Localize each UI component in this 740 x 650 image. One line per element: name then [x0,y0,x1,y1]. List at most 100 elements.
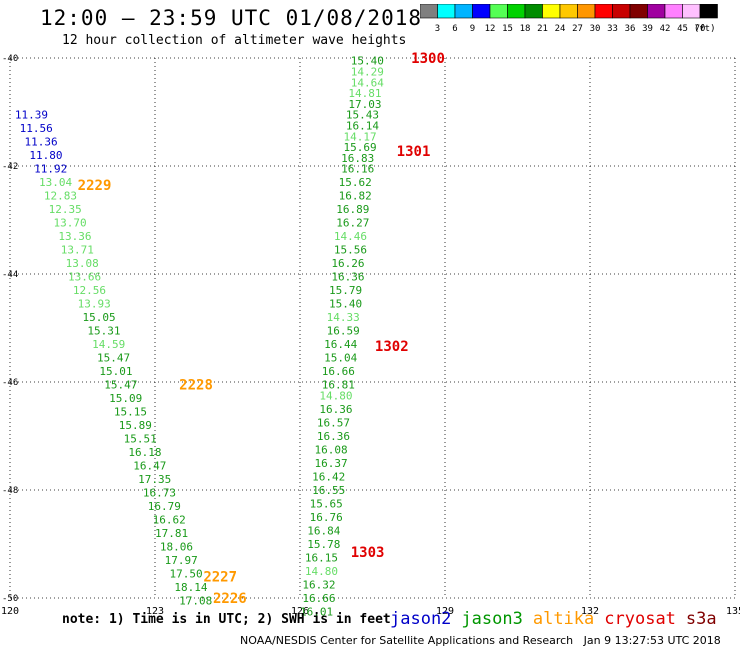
wave-height-value: 16.36 [319,403,352,416]
wave-height-value: 16.76 [310,511,343,524]
lat-tick-label: -50 [2,594,18,604]
wave-height-value: 13.04 [39,176,72,189]
wave-height-value: 13.66 [68,271,101,284]
wave-height-value: 11.80 [29,149,62,162]
pass-time-label: 2227 [203,569,237,585]
wave-height-value: 16.84 [307,525,340,538]
colorbar-label: 24 [555,24,566,34]
wave-height-value: 16.15 [305,552,338,565]
lat-tick-label: -42 [2,162,18,172]
wave-height-value: 16.01 [300,606,333,619]
wave-height-value: 16.66 [302,592,335,605]
wave-height-value: 16.66 [322,365,355,378]
lon-tick-label: 123 [146,606,164,617]
wave-height-value: 14.33 [327,311,360,324]
wave-height-value: 15.31 [87,325,120,338]
wave-height-value: 15.79 [329,284,362,297]
wave-height-value: 16.81 [322,379,355,392]
wave-height-value: 16.36 [331,271,364,284]
wave-height-value: 18.06 [160,541,193,554]
wave-height-value: 16.59 [327,325,360,338]
lat-tick-label: -46 [2,378,18,388]
footer-credit: NOAA/NESDIS Center for Satellite Applica… [240,634,721,647]
wave-height-value: 13.71 [61,244,94,257]
colorbar-label: 42 [660,24,671,34]
wave-height-value: 16.26 [331,257,364,270]
colorbar-label: 3 [435,24,440,34]
wave-height-value: 11.39 [15,109,48,122]
wave-height-value: 17.97 [165,554,198,567]
wave-height-value: 15.40 [351,55,384,68]
pass-time-label: 2229 [78,178,112,194]
pass-time-label: 1300 [411,51,445,67]
colorbar-label: 70 [695,24,706,34]
wave-height-value: 14.64 [351,76,384,89]
legend-item-s3a: s3a [685,609,717,629]
colorbar-label: 27 [572,24,583,34]
wave-height-value: 15.47 [97,352,130,365]
colorbar-label: 21 [537,24,548,34]
lon-tick-label: 126 [291,606,309,617]
wave-height-value: 15.43 [346,109,379,122]
wave-height-value: 16.82 [339,190,372,203]
colorbar-label: 33 [607,24,618,34]
wave-height-value: 15.09 [109,392,142,405]
map-subtitle: 12 hour collection of altimeter wave hei… [62,33,407,48]
colorbar-label: 9 [470,24,475,34]
wave-height-value: 16.42 [312,471,345,484]
legend-item-jason3: jason3 [461,609,523,629]
pass-time-label: 1302 [375,339,409,355]
wave-height-value: 15.40 [329,298,362,311]
wave-height-value: 11.36 [25,136,58,149]
wave-height-map: 120 123 126 129 132 135 -40 -42 -44 -46 -48 -50 11.3… [1,51,740,620]
wave-height-value: 15.62 [339,176,372,189]
legend-item-cryosat: cryosat [604,609,676,629]
wave-height-value: 16.18 [128,446,161,459]
pass-time-label: 2226 [213,591,247,607]
colorbar-label: 12 [485,24,496,34]
wave-height-value: 17.81 [155,527,188,540]
wave-height-value: 12.83 [44,190,77,203]
wave-height-value: 12.35 [49,203,82,216]
wave-height-value: 15.65 [310,498,343,511]
wave-height-value: 14.81 [348,87,381,100]
pass-time-label: 2228 [179,378,213,394]
wave-height-value: 14.59 [92,338,125,351]
wave-height-value: 16.44 [324,338,357,351]
wave-height-value: 13.36 [58,230,91,243]
wave-height-value: 16.47 [133,460,166,473]
footer-credit-text: NOAA/NESDIS Center for Satellite Applica… [240,634,574,647]
wave-height-value: 12.56 [73,284,106,297]
wave-height-value: 16.55 [312,484,345,497]
colorbar-unit: (ft) [694,24,716,34]
satellite-legend: jason2 jason3 altika cryosat s3a [390,609,727,629]
wave-height-value: 15.04 [324,352,357,365]
lon-tick-label: 129 [436,606,454,617]
footer-timestamp: Jan 9 13:27:53 UTC 2018 [583,634,721,647]
colorbar-label: 6 [452,24,457,34]
wave-height-value: 17.50 [170,568,203,581]
legend-item-altika: altika [532,609,595,629]
wave-height-value: 17.03 [348,98,381,111]
lat-tick-label: -44 [2,270,18,280]
lat-tick-label: -40 [2,54,18,64]
wave-height-value: 16.36 [317,430,350,443]
wave-height-value: 14.46 [334,230,367,243]
wave-height-value: 15.89 [119,419,152,432]
colorbar-swatch [699,4,718,19]
wave-height-value: 16.73 [143,487,176,500]
wave-height-value: 15.15 [114,406,147,419]
wave-height-value: 16.14 [346,120,379,133]
colorbar-label: 18 [520,24,531,34]
wave-height-value: 15.01 [99,365,132,378]
wave-height-value: 16.79 [148,500,181,513]
pass-time-label: 1303 [351,545,385,561]
wave-height-value: 15.51 [124,433,157,446]
wave-height-value: 13.08 [66,257,99,270]
legend-item-jason2: jason2 [390,609,452,629]
map-title: 12:00 — 23:59 UTC 01/08/2018 [40,6,423,30]
lat-tick-label: -48 [2,486,18,496]
pass-time-label: 1301 [397,144,431,160]
legend-note: note: 1) Time is in UTC; 2) SWH is in fe… [62,612,391,627]
wave-height-value: 16.89 [336,203,369,216]
